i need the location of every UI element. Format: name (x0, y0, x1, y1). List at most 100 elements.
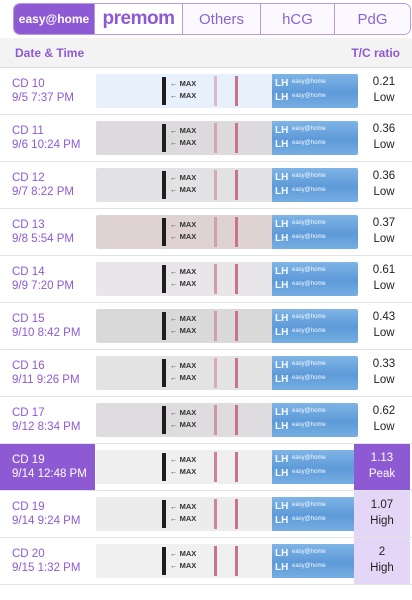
test-row[interactable]: CD 19 9/14 9:24 PM ← MAX ← MAX LH LH easy@home… (0, 491, 412, 538)
test-strip-image[interactable]: ← MAX ← MAX LH LH easy@home easy@home (96, 356, 358, 390)
date-time-header: Date & Time (15, 46, 85, 60)
strip-handle: LH LH easy@home easy@home (272, 544, 358, 578)
tc-ratio-cell: 2 High (354, 538, 410, 584)
tc-ratio-value: 1.13 (370, 452, 394, 464)
max-label: ← MAX (170, 279, 197, 288)
lh-level-label: Low (373, 186, 395, 198)
test-strip-image[interactable]: ← MAX ← MAX LH LH easy@home easy@home (96, 403, 358, 437)
tc-ratio-value: 1.07 (370, 499, 394, 511)
cycle-day: CD 20 (12, 548, 45, 560)
test-row[interactable]: CD 14 9/9 7:20 PM ← MAX ← MAX LH LH easy@home e… (0, 256, 412, 303)
test-row[interactable]: CD 15 9/10 8:42 PM ← MAX ← MAX LH LH easy@home… (0, 303, 412, 350)
test-datetime: 9/9 7:20 PM (12, 280, 75, 292)
handle-brand-label: easy@home (292, 375, 326, 381)
test-strip-image[interactable]: ← MAX ← MAX LH LH easy@home easy@home (96, 309, 358, 343)
tc-ratio-value: 0.21 (372, 76, 396, 88)
test-row[interactable]: CD 16 9/11 9:26 PM ← MAX ← MAX LH LH easy@home… (0, 350, 412, 397)
tc-ratio-cell: 0.21 Low (356, 68, 412, 114)
strip-paper (96, 497, 272, 531)
test-row[interactable]: CD 10 9/5 7:37 PM ← MAX ← MAX LH LH easy@home e… (0, 68, 412, 115)
handle-brand-label: easy@home (292, 469, 326, 475)
max-line-marker (162, 77, 166, 105)
strip-handle: LH LH easy@home easy@home (272, 309, 358, 343)
control-line (235, 546, 238, 576)
test-line (214, 546, 217, 576)
tab-others-label: Others (198, 10, 244, 28)
test-strip-image[interactable]: ← MAX ← MAX LH LH easy@home easy@home (96, 544, 358, 578)
test-line (214, 499, 217, 529)
cycle-day: CD 10 (12, 78, 45, 90)
handle-brand-label: easy@home (292, 328, 326, 334)
max-label: ← MAX (170, 561, 197, 570)
test-strip-image[interactable]: ← MAX ← MAX LH LH easy@home easy@home (96, 262, 358, 296)
control-line (235, 170, 238, 200)
lh-label: LH (275, 92, 289, 103)
max-line-marker (162, 500, 166, 528)
max-line-marker (162, 406, 166, 434)
test-datetime: 9/12 8:34 PM (12, 421, 81, 433)
tab-premom[interactable]: premom (94, 4, 182, 34)
control-line (235, 358, 238, 388)
strip-handle: LH LH easy@home easy@home (272, 121, 358, 155)
max-label: ← MAX (170, 467, 197, 476)
max-label: ← MAX (170, 232, 197, 241)
test-strip-image[interactable]: ← MAX ← MAX LH LH easy@home easy@home (96, 215, 358, 249)
lh-label: LH (275, 374, 289, 385)
test-line (214, 358, 217, 388)
test-row[interactable]: CD 12 9/7 8:22 PM ← MAX ← MAX LH LH easy@home e… (0, 162, 412, 209)
max-label: ← MAX (170, 502, 197, 511)
premom-logo: premom (102, 8, 175, 29)
test-strip-image[interactable]: ← MAX ← MAX LH LH easy@home easy@home (96, 121, 358, 155)
test-line (214, 123, 217, 153)
lh-level-label: Low (373, 233, 395, 245)
cycle-day: CD 15 (12, 313, 45, 325)
test-row[interactable]: CD 20 9/15 1:32 PM ← MAX ← MAX LH LH easy@home… (0, 538, 412, 585)
handle-brand-label: easy@home (292, 140, 326, 146)
test-line (214, 311, 217, 341)
max-label: ← MAX (170, 173, 197, 182)
tc-ratio-cell: 0.43 Low (356, 303, 412, 349)
tc-ratio-value: 2 (378, 546, 386, 558)
tab-others[interactable]: Others (182, 4, 260, 34)
test-row[interactable]: CD 17 9/12 8:34 PM ← MAX ← MAX LH LH easy@home… (0, 397, 412, 444)
test-row[interactable]: CD 13 9/8 5:54 PM ← MAX ← MAX LH LH easy@home e… (0, 209, 412, 256)
handle-brand-label: easy@home (292, 549, 326, 555)
test-strip-image[interactable]: ← MAX ← MAX LH LH easy@home easy@home (96, 168, 358, 202)
handle-brand-label: easy@home (292, 502, 326, 508)
lh-label: LH (275, 139, 289, 150)
control-line (235, 76, 238, 106)
strip-paper (96, 403, 272, 437)
test-strip-image[interactable]: ← MAX ← MAX LH LH easy@home easy@home (96, 74, 358, 108)
tab-hcg-label: hCG (282, 10, 313, 28)
max-label: ← MAX (170, 126, 197, 135)
handle-brand-label: easy@home (292, 234, 326, 240)
test-row[interactable]: CD 11 9/6 10:24 PM ← MAX ← MAX LH LH easy@home… (0, 115, 412, 162)
max-label: ← MAX (170, 549, 197, 558)
strip-paper (96, 309, 272, 343)
tab-hcg[interactable]: hCG (260, 4, 334, 34)
tab-easy-home[interactable]: easy@home (14, 4, 94, 34)
cycle-day: CD 13 (12, 219, 45, 231)
strip-paper (96, 262, 272, 296)
test-line (214, 264, 217, 294)
test-strip-image[interactable]: ← MAX ← MAX LH LH easy@home easy@home (96, 497, 358, 531)
max-label: ← MAX (170, 326, 197, 335)
max-line-marker (162, 359, 166, 387)
test-type-tabs: easy@home premom Others hCG PdG (13, 3, 411, 35)
test-datetime: 9/7 8:22 PM (12, 186, 75, 198)
tc-ratio-header: T/C ratio (351, 46, 400, 60)
max-line-marker (162, 547, 166, 575)
control-line (235, 499, 238, 529)
max-line-marker (162, 171, 166, 199)
lh-label: LH (275, 233, 289, 244)
tab-pdg[interactable]: PdG (334, 4, 410, 34)
max-label: ← MAX (170, 361, 197, 370)
handle-brand-label: easy@home (292, 281, 326, 287)
tc-ratio-value: 0.36 (372, 170, 396, 182)
test-strip-image[interactable]: ← MAX ← MAX LH LH easy@home easy@home (96, 450, 358, 484)
test-datetime: 9/5 7:37 PM (12, 92, 75, 104)
strip-handle: LH LH easy@home easy@home (272, 262, 358, 296)
lh-label: LH (275, 313, 289, 324)
test-row[interactable]: CD 19 9/14 12:48 PM ← MAX ← MAX LH LH easy@hom… (0, 444, 412, 491)
control-line (235, 452, 238, 482)
